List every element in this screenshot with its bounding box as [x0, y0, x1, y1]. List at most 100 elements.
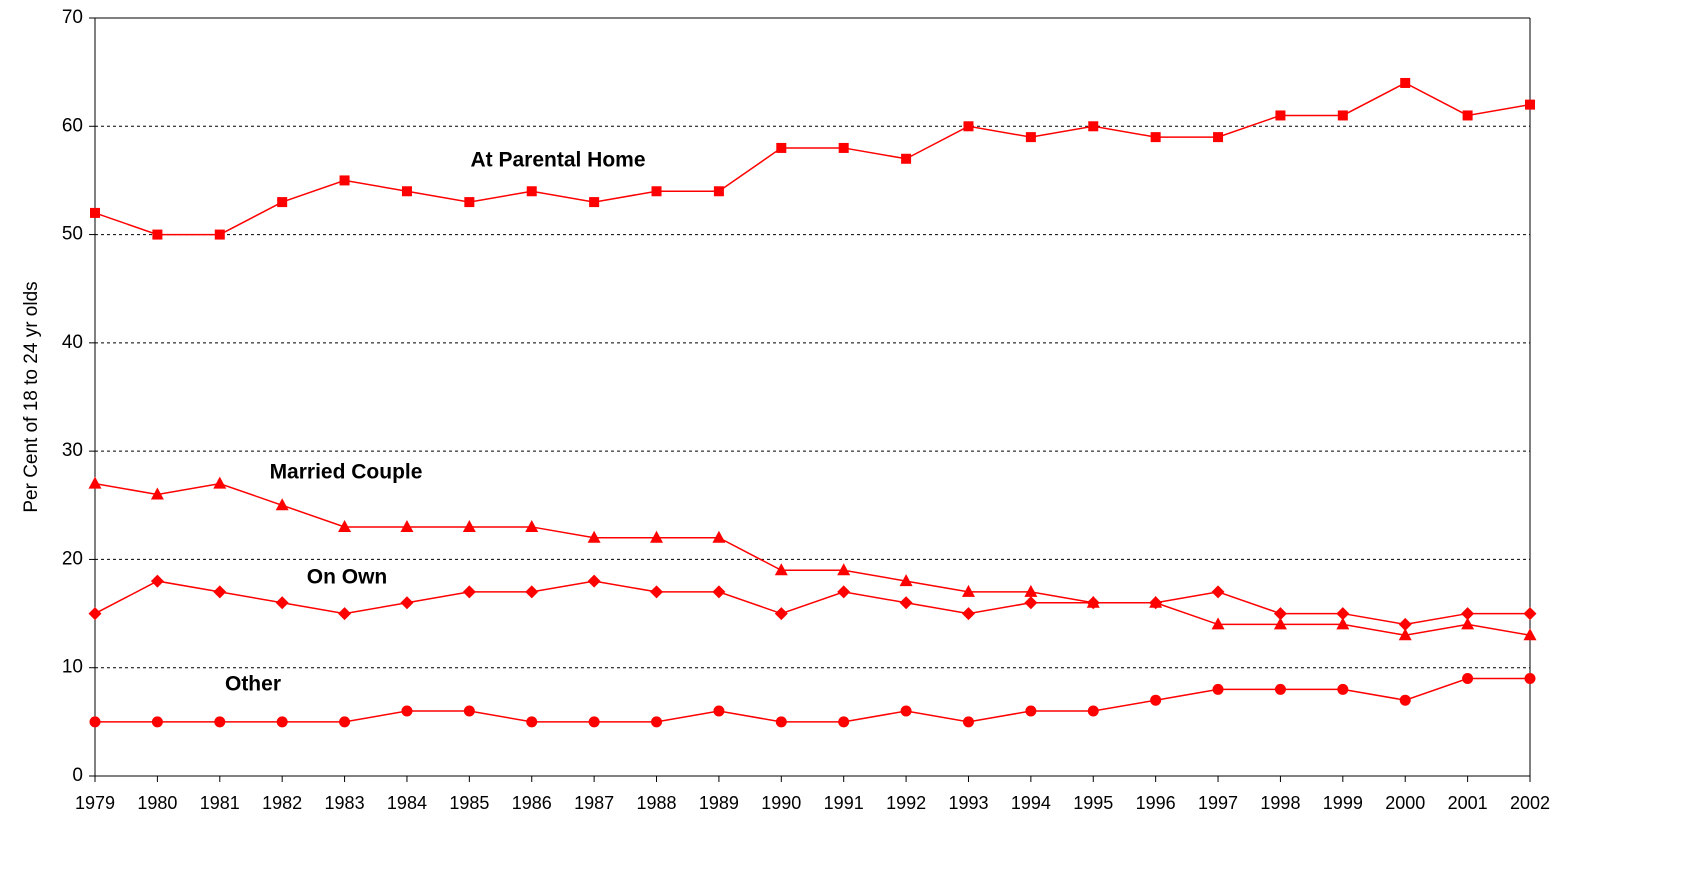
marker: [1337, 110, 1348, 121]
marker: [525, 519, 539, 532]
marker: [1336, 617, 1350, 630]
marker: [401, 186, 412, 197]
marker: [213, 476, 227, 489]
marker: [214, 229, 225, 240]
marker: [400, 596, 414, 610]
marker: [1336, 607, 1350, 621]
x-tick-label: 1983: [325, 793, 365, 813]
marker: [88, 607, 102, 621]
x-tick-label: 1994: [1011, 793, 1051, 813]
marker: [526, 186, 537, 197]
marker: [1398, 628, 1412, 641]
y-tick-label: 60: [62, 115, 83, 136]
x-tick-label: 1997: [1198, 793, 1238, 813]
series-label: Married Couple: [270, 461, 423, 484]
x-tick-label: 1987: [574, 793, 614, 813]
marker: [1213, 132, 1224, 143]
marker: [961, 584, 975, 597]
marker: [1087, 705, 1099, 717]
marker: [1024, 584, 1038, 597]
x-tick-label: 1999: [1323, 793, 1363, 813]
marker: [713, 186, 724, 197]
y-tick-label: 40: [62, 332, 83, 353]
marker: [89, 716, 101, 728]
marker: [587, 530, 601, 543]
marker: [1211, 617, 1225, 630]
marker: [1212, 683, 1224, 695]
marker: [462, 519, 476, 532]
marker: [462, 585, 476, 599]
marker: [1273, 617, 1287, 630]
marker: [276, 716, 288, 728]
marker: [213, 585, 227, 599]
marker: [1150, 132, 1161, 143]
marker: [650, 530, 664, 543]
marker: [1461, 607, 1475, 621]
series-label: At Parental Home: [470, 149, 645, 172]
y-axis-label: Per Cent of 18 to 24 yr olds: [21, 281, 42, 512]
marker: [1337, 683, 1349, 695]
marker: [1149, 596, 1163, 610]
x-tick-label: 1988: [636, 793, 676, 813]
marker: [150, 487, 164, 500]
marker: [1398, 617, 1412, 631]
x-tick-label: 1982: [262, 793, 302, 813]
series-line: [94, 482, 1531, 636]
marker: [90, 207, 100, 218]
marker: [1462, 673, 1474, 685]
marker: [589, 197, 600, 208]
marker: [650, 585, 664, 599]
y-tick-label: 20: [62, 548, 83, 569]
marker: [1150, 694, 1162, 706]
marker: [275, 596, 289, 610]
marker: [774, 607, 788, 621]
marker: [1399, 694, 1411, 706]
x-tick-label: 1980: [137, 793, 177, 813]
marker: [901, 153, 912, 164]
marker: [463, 705, 475, 717]
marker: [899, 574, 913, 587]
series-label: Other: [225, 673, 281, 696]
x-tick-label: 1981: [200, 793, 240, 813]
marker: [588, 716, 600, 728]
marker: [587, 574, 601, 588]
marker: [776, 142, 787, 153]
x-tick-label: 1986: [512, 793, 552, 813]
marker: [775, 716, 787, 728]
marker: [1025, 132, 1036, 143]
marker: [838, 142, 849, 153]
y-tick-label: 30: [62, 440, 83, 461]
marker: [1211, 585, 1225, 599]
marker: [837, 563, 851, 576]
x-tick-label: 1995: [1073, 793, 1113, 813]
marker: [651, 716, 663, 728]
marker: [88, 476, 102, 489]
marker: [651, 186, 662, 197]
marker: [525, 585, 539, 599]
marker: [1525, 99, 1535, 110]
x-tick-label: 2002: [1510, 793, 1550, 813]
x-tick-label: 1985: [449, 793, 489, 813]
marker: [1462, 110, 1473, 121]
y-tick-label: 70: [62, 7, 83, 28]
series-line: [95, 677, 1530, 723]
marker: [712, 585, 726, 599]
x-tick-label: 1979: [75, 793, 115, 813]
marker: [339, 716, 351, 728]
marker: [338, 607, 352, 621]
marker: [774, 563, 788, 576]
marker: [900, 705, 912, 717]
marker: [150, 574, 164, 588]
marker: [464, 197, 475, 208]
marker: [838, 716, 850, 728]
marker: [339, 175, 350, 186]
marker: [275, 498, 289, 511]
marker: [1024, 596, 1038, 610]
x-tick-label: 2000: [1385, 793, 1425, 813]
x-tick-label: 1989: [699, 793, 739, 813]
marker: [526, 716, 538, 728]
marker: [214, 716, 226, 728]
y-tick-label: 10: [62, 657, 83, 678]
x-tick-label: 1996: [1136, 793, 1176, 813]
